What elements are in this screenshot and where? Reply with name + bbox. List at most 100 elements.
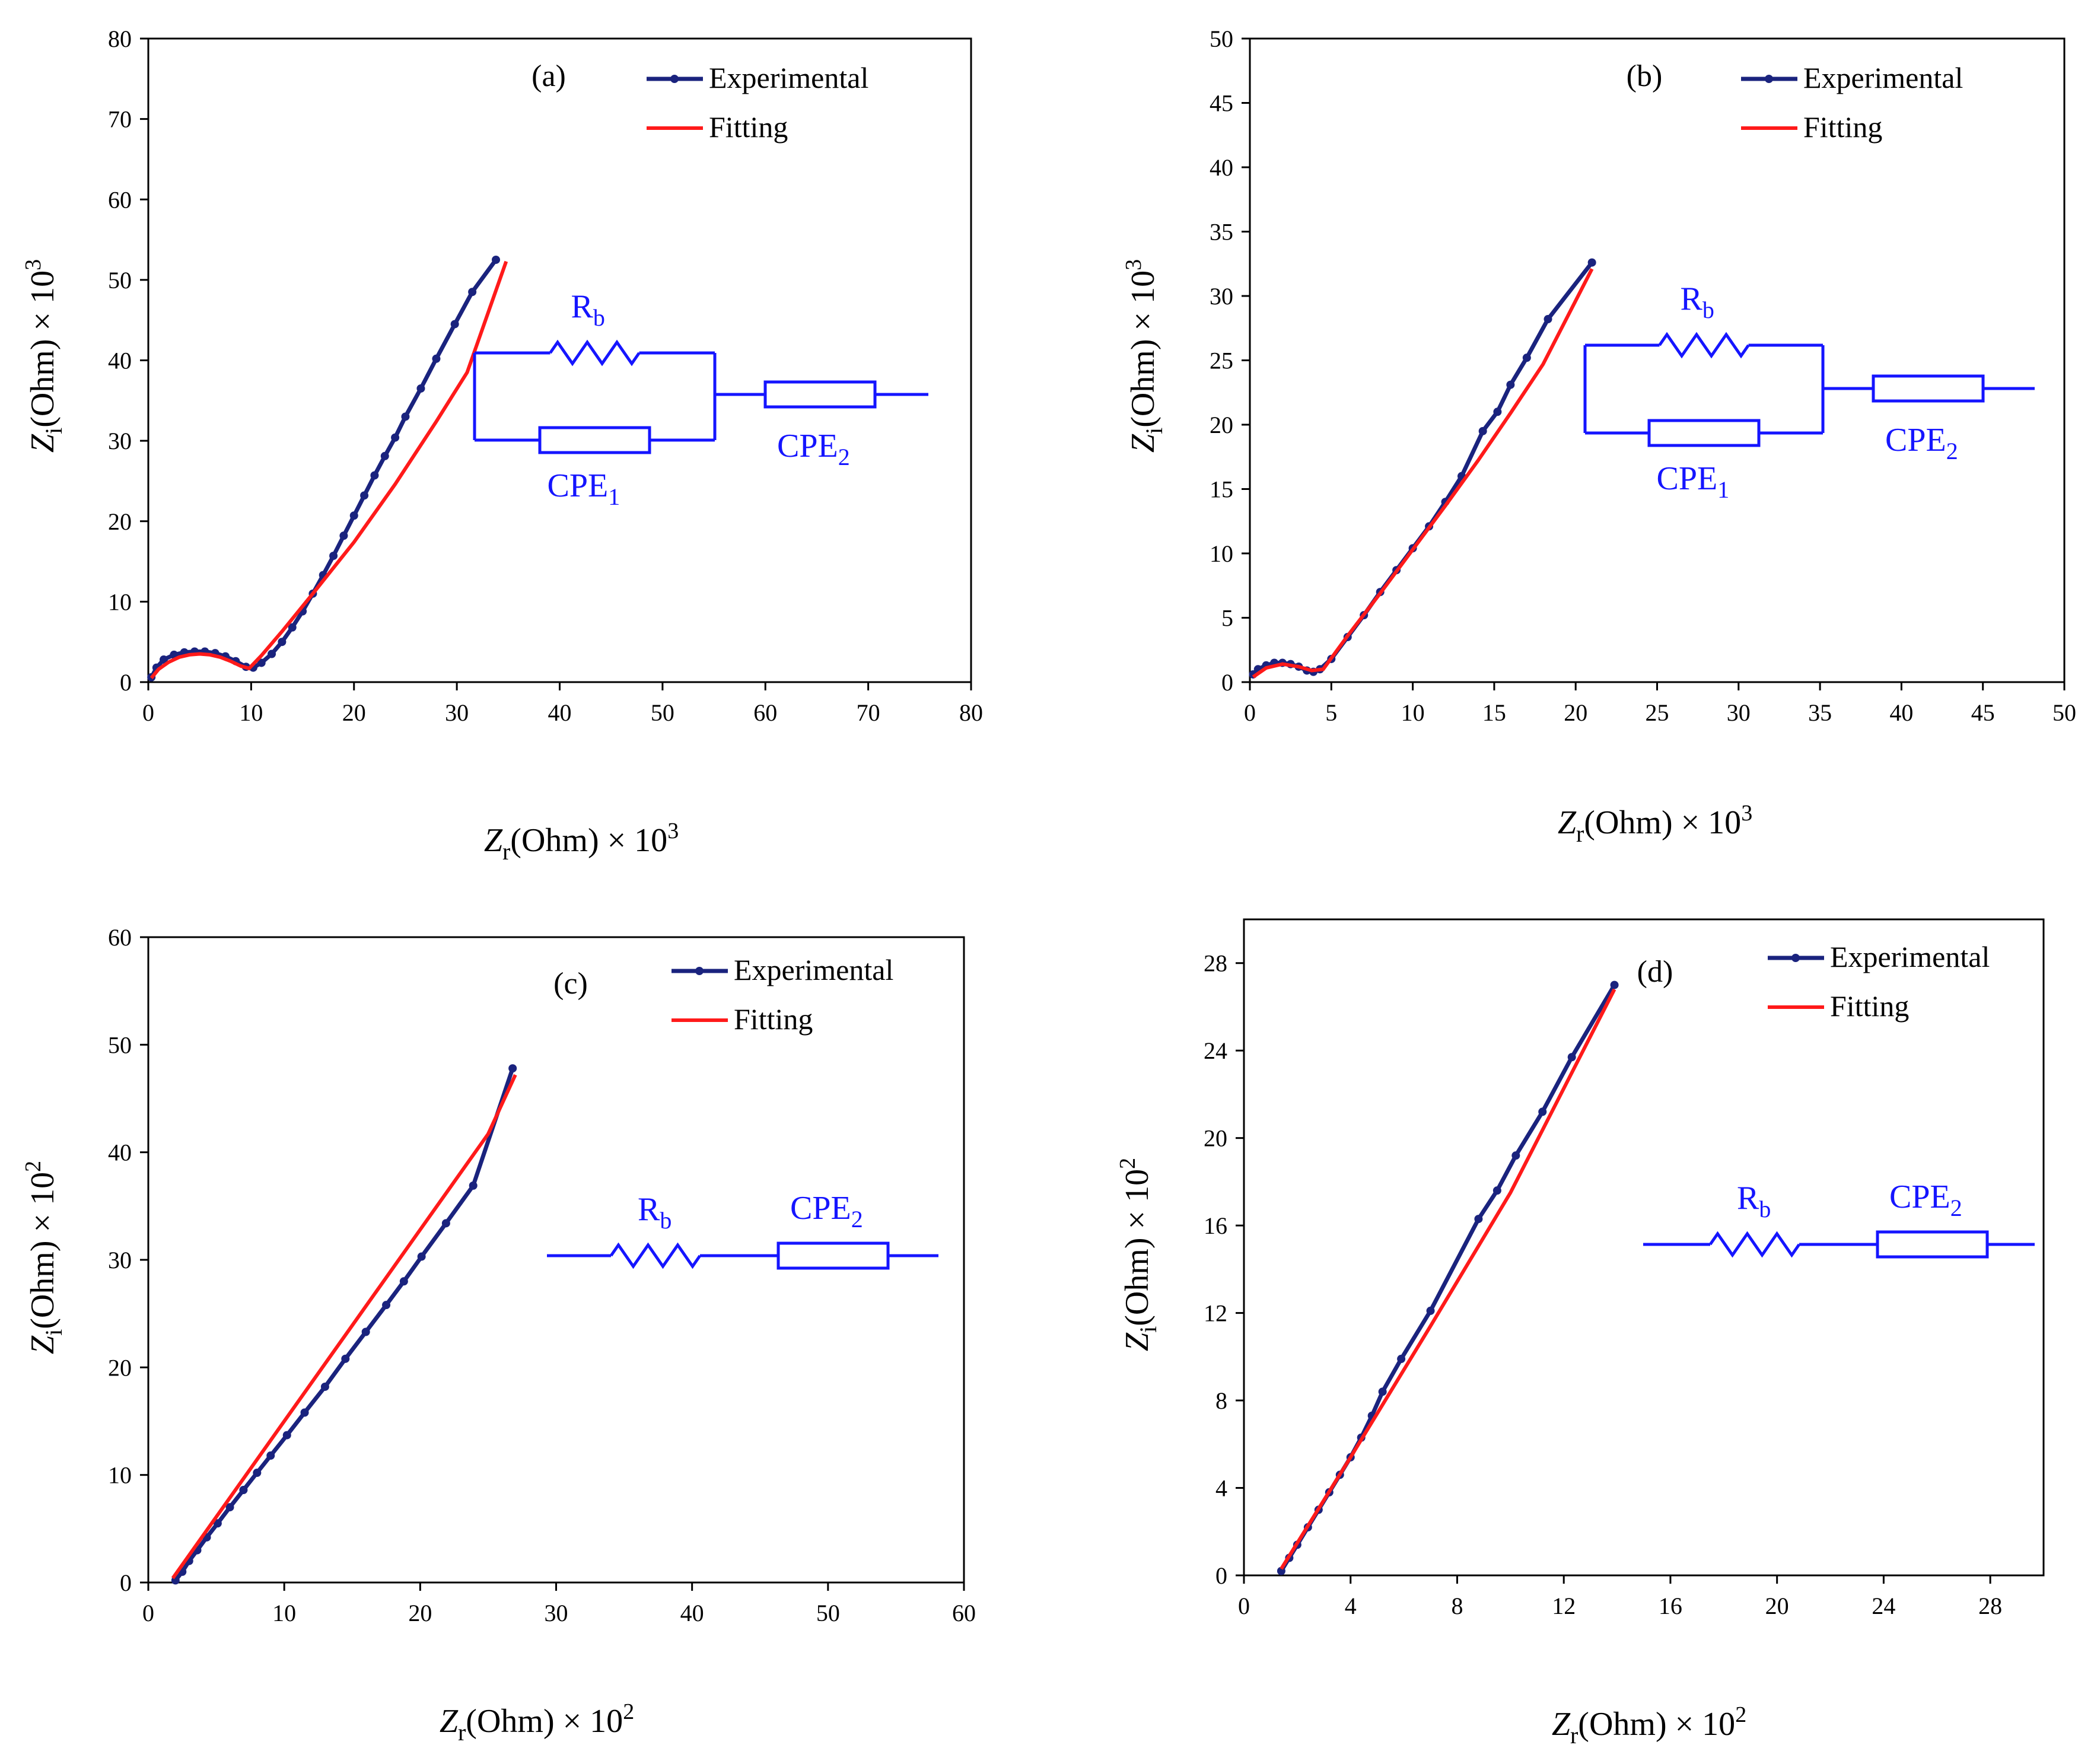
y-axis-label: Zi(Ohm) × 103: [21, 259, 67, 453]
y-tick-label: 20: [108, 508, 132, 535]
data-point: [1511, 1151, 1520, 1160]
x-axis-label: Zr(Ohm) × 102: [440, 1699, 634, 1746]
cpe1-label: CPE1: [1657, 460, 1730, 503]
data-point: [1474, 1215, 1483, 1224]
x-tick-label: 8: [1451, 1593, 1463, 1619]
x-tick-label: 40: [680, 1600, 704, 1626]
y-axis-label: Zi(Ohm) × 102: [1115, 1158, 1161, 1351]
x-tick-label: 25: [1646, 699, 1669, 726]
data-point: [349, 511, 358, 520]
data-point: [1522, 354, 1531, 362]
rb-label: Rb: [571, 288, 605, 331]
data-point: [1567, 1053, 1576, 1062]
data-point: [432, 354, 441, 363]
data-point: [1610, 980, 1619, 989]
y-tick-label: 40: [108, 348, 132, 374]
series-line-fitting: [1280, 988, 1616, 1570]
y-tick-label: 12: [1204, 1300, 1227, 1327]
data-point: [1378, 1387, 1387, 1396]
data-point: [1397, 1355, 1406, 1364]
resistor-rb: [1708, 1231, 1801, 1258]
chart-panel-d: 0 4 8 12 16 20 24 28 0 4 8 12 16 20 24 28 Zr(Ohm) × 102 Z…: [1115, 918, 2045, 1749]
panel-label: (d): [1637, 955, 1673, 989]
plot-frame: [1249, 37, 2066, 683]
data-point: [300, 1408, 309, 1417]
x-tick-label: 80: [959, 699, 983, 726]
data-point: [380, 451, 389, 460]
y-tick-label: 45: [1210, 90, 1233, 117]
legend: Experimental Fitting: [1741, 61, 1963, 144]
x-tick-label: 60: [952, 1600, 976, 1626]
panel-label: (c): [553, 967, 588, 1001]
equivalent-circuit: Rb CPE1 CPE2: [473, 288, 928, 510]
x-tick-label: 15: [1482, 699, 1506, 726]
data-point: [441, 1219, 450, 1228]
legend-label-fitting: Fitting: [709, 110, 788, 144]
data-point: [1478, 426, 1487, 435]
x-tick-label: 60: [753, 699, 777, 726]
data-point: [339, 531, 348, 540]
y-tick-label: 20: [1204, 1125, 1227, 1152]
data-point: [391, 433, 400, 442]
x-tick-label: 24: [1872, 1593, 1895, 1619]
y-tick-label: 25: [1210, 348, 1233, 374]
data-point: [253, 1469, 262, 1478]
series-line-fitting: [171, 1074, 517, 1580]
y-tick-label: 80: [108, 26, 132, 52]
x-tick-label: 45: [1971, 699, 1995, 726]
legend-marker: [670, 75, 679, 83]
y-tick-label: 60: [108, 186, 132, 213]
y-tick-label: 0: [120, 1569, 132, 1596]
cpe2-label: CPE2: [1889, 1179, 1962, 1221]
rb-label: Rb: [638, 1191, 672, 1234]
x-tick-label: 40: [1889, 699, 1913, 726]
cpe2-element: [763, 380, 877, 409]
y-tick-label: 70: [108, 106, 132, 133]
x-tick-label: 0: [1238, 1593, 1250, 1619]
chart-panel-a: 0 10 20 30 40 50 60 70 80 0 10 20 30 40 50 60 70 80 Zr(Ohm…: [21, 26, 983, 865]
cpe2-element: [1876, 1230, 1989, 1259]
data-point: [468, 288, 477, 297]
data-point: [450, 320, 459, 329]
x-tick-label: 4: [1345, 1593, 1357, 1619]
y-tick-label: 40: [1210, 154, 1233, 181]
x-tick-label: 50: [651, 699, 674, 726]
x-tick-label: 30: [445, 699, 469, 726]
series-line-experimental: [1251, 261, 1594, 676]
legend: Experimental Fitting: [1768, 940, 1990, 1023]
data-point: [257, 658, 266, 667]
x-axis-label: Zr(Ohm) × 103: [1558, 801, 1752, 847]
y-tick-label: 10: [1210, 540, 1233, 567]
y-tick-label: 50: [108, 1031, 132, 1058]
data-point: [469, 1181, 478, 1190]
legend-label-fitting: Fitting: [734, 1002, 813, 1036]
y-tick-label: 5: [1221, 605, 1233, 632]
y-tick-label: 4: [1215, 1475, 1227, 1502]
data-point: [492, 255, 501, 264]
cpe2-element: [1872, 374, 1985, 403]
legend-label-experimental: Experimental: [1830, 940, 1990, 973]
x-tick-label: 20: [1564, 699, 1587, 726]
data-point: [1544, 315, 1552, 324]
x-tick-label: 70: [857, 699, 880, 726]
x-axis-label: Zr(Ohm) × 102: [1552, 1702, 1746, 1749]
data-point: [341, 1354, 350, 1363]
legend-label-fitting: Fitting: [1830, 989, 1909, 1023]
data-point: [1426, 1306, 1435, 1315]
data-point: [416, 384, 425, 393]
x-tick-label: 20: [342, 699, 366, 726]
x-tick-label: 35: [1808, 699, 1832, 726]
cpe1-element: [538, 426, 651, 454]
data-point: [160, 655, 168, 664]
data-point: [360, 491, 369, 500]
data-point: [266, 1451, 275, 1460]
data-point: [213, 1519, 222, 1528]
x-tick-label: 10: [239, 699, 263, 726]
y-tick-label: 50: [108, 267, 132, 294]
y-tick-label: 28: [1204, 950, 1227, 977]
y-tick-label: 40: [108, 1139, 132, 1166]
data-point: [401, 412, 410, 421]
series-line-experimental: [1279, 983, 1616, 1572]
y-tick-label: 60: [108, 924, 132, 951]
